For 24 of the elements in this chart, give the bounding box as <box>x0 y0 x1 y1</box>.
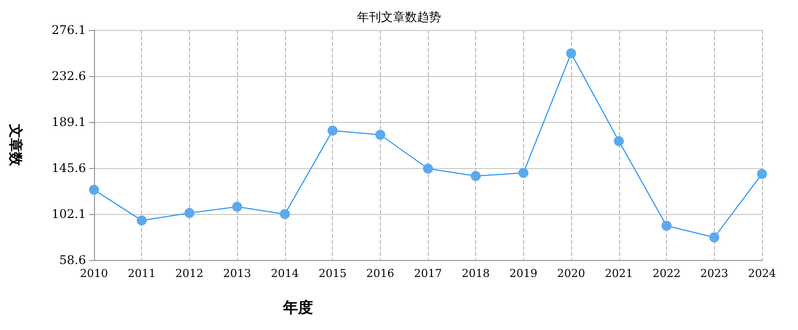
chart-title: 年刊文章数趋势 <box>357 10 441 24</box>
x-tick-label: 2017 <box>414 267 442 280</box>
x-tick-label: 2018 <box>462 267 490 280</box>
y-tick-label: 145.6 <box>52 161 86 175</box>
y-axis-title: 文章数 <box>7 123 24 167</box>
x-tick-label: 2014 <box>270 267 299 280</box>
x-tick-label: 2012 <box>175 267 204 280</box>
x-tick-label: 2019 <box>509 267 538 280</box>
y-tick-label: 58.6 <box>59 253 86 267</box>
x-tick-label: 2023 <box>700 267 728 280</box>
x-tick-label: 2016 <box>366 267 394 280</box>
x-tick-label: 2021 <box>604 267 633 280</box>
y-tick-label: 102.1 <box>52 207 86 221</box>
x-tick-label: 2024 <box>748 267 776 280</box>
x-tick-label: 2011 <box>128 267 156 280</box>
x-tick-label: 2022 <box>652 267 681 280</box>
x-tick-label: 2010 <box>80 267 108 280</box>
y-tick-label: 232.6 <box>52 69 86 83</box>
x-tick-label: 2020 <box>557 267 586 280</box>
x-tick-label: 2013 <box>223 267 252 280</box>
y-tick-label: 189.1 <box>52 115 86 129</box>
x-axis-title: 年度 <box>282 298 313 316</box>
x-tick-label: 2015 <box>318 267 347 280</box>
y-tick-label: 276.1 <box>52 23 86 37</box>
